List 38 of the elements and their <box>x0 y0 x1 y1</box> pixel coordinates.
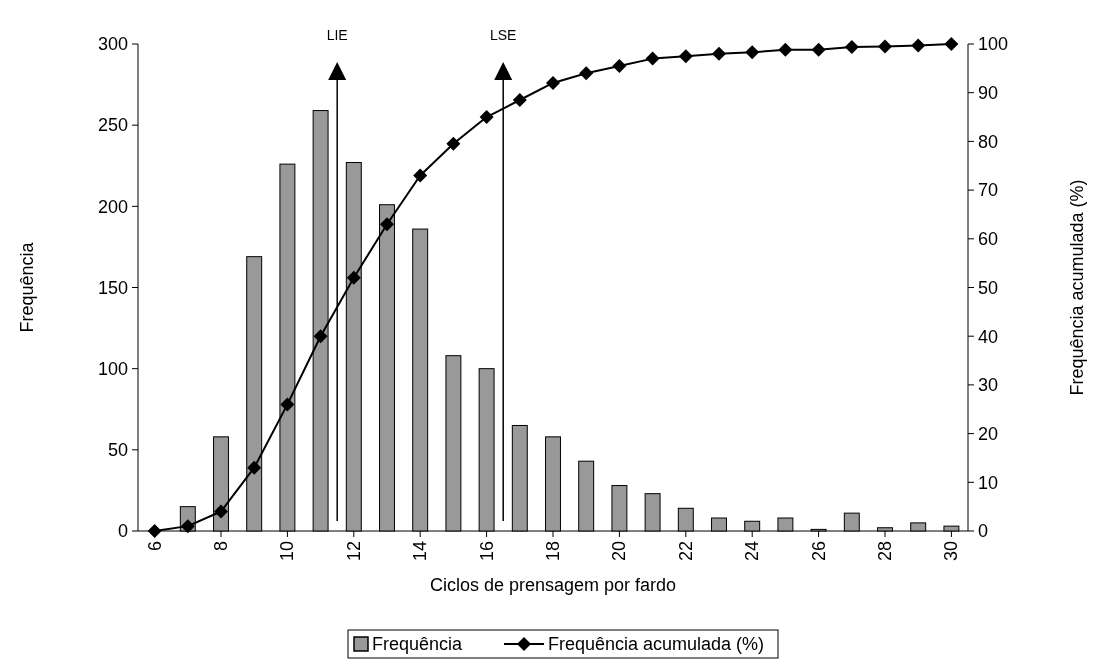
y-tick-label: 150 <box>97 277 128 298</box>
x-tick-label: 22 <box>675 540 696 562</box>
y2-tick-label: 100 <box>978 34 1009 55</box>
x-tick-label: 16 <box>476 540 497 562</box>
y2-tick-label: 10 <box>978 472 999 493</box>
ref-line-label: LSE <box>489 27 517 43</box>
y2-tick-label: 50 <box>978 277 999 298</box>
x-tick-label: 14 <box>410 540 431 562</box>
x-tick-label: 20 <box>609 540 630 562</box>
y2-tick-label: 90 <box>978 83 999 103</box>
y2-tick-label: 30 <box>978 375 999 396</box>
legend-label: Frequência acumulada (%) <box>548 634 765 655</box>
x-tick-label: 24 <box>742 540 763 562</box>
y2-tick-label: 0 <box>978 521 989 542</box>
y-tick-label: 300 <box>97 34 128 55</box>
y-tick-label: 250 <box>97 115 128 136</box>
y-tick-label: 50 <box>107 440 128 461</box>
y-tick-label: 200 <box>97 196 128 217</box>
y-axis-title: Frequência <box>17 241 37 333</box>
x-tick-label: 10 <box>277 540 298 562</box>
x-tick-label: 8 <box>211 540 231 552</box>
x-tick-label: 18 <box>543 540 563 562</box>
x-tick-label: 28 <box>875 540 895 562</box>
y-tick-label: 100 <box>97 358 128 379</box>
y2-tick-label: 40 <box>978 326 999 347</box>
y2-tick-label: 60 <box>978 229 999 250</box>
x-tick-label: 26 <box>808 540 829 562</box>
y-tick-label: 0 <box>117 521 128 542</box>
legend-label: Frequência <box>372 634 464 655</box>
ref-line-label: LIE <box>326 27 348 43</box>
y2-tick-label: 80 <box>978 131 999 152</box>
x-tick-label: 30 <box>941 540 962 562</box>
x-axis-title: Ciclos de prensagem por fardo <box>429 575 677 595</box>
x-tick-label: 6 <box>144 540 165 552</box>
y2-axis-title: Frequência acumulada (%) <box>1067 179 1087 396</box>
y2-tick-label: 20 <box>978 423 999 444</box>
x-tick-label: 12 <box>343 540 364 562</box>
y2-tick-label: 70 <box>978 180 999 201</box>
